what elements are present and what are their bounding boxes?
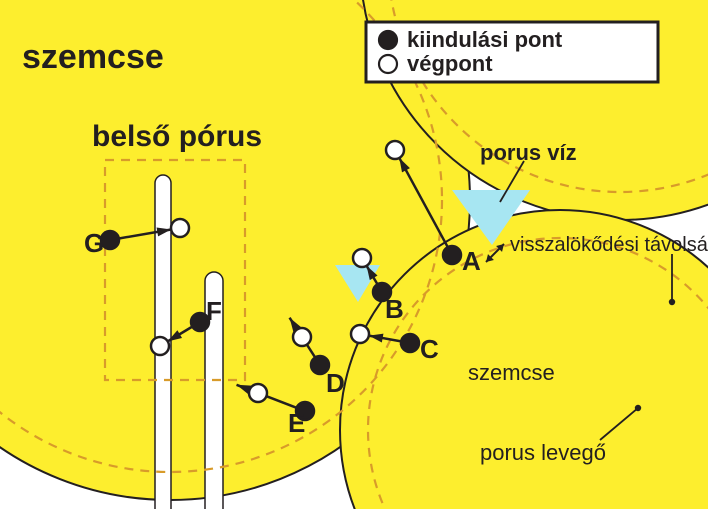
svg-text:C: C [420,334,439,364]
svg-text:végpont: végpont [407,51,493,76]
svg-text:D: D [326,368,345,398]
label-szemcse_tl: szemcse [22,38,164,77]
label-szemcse_r: szemcse [468,360,555,386]
label-porus_viz: porus víz [480,140,577,166]
label-visszalok: visszalökődési távolság [510,234,708,257]
svg-text:F: F [206,296,222,326]
svg-text:B: B [385,294,404,324]
svg-text:kiindulási pont: kiindulási pont [407,27,563,52]
diagram-stage: A BC DE F Gkiindulási pontvégpont szemcse bel… [0,0,708,509]
svg-text:G: G [84,228,104,258]
label-belso_porus: belső pórus [92,120,262,154]
svg-text:E: E [288,408,305,438]
label-porus_levego: porus levegő [480,440,606,466]
svg-text:A: A [462,246,481,276]
